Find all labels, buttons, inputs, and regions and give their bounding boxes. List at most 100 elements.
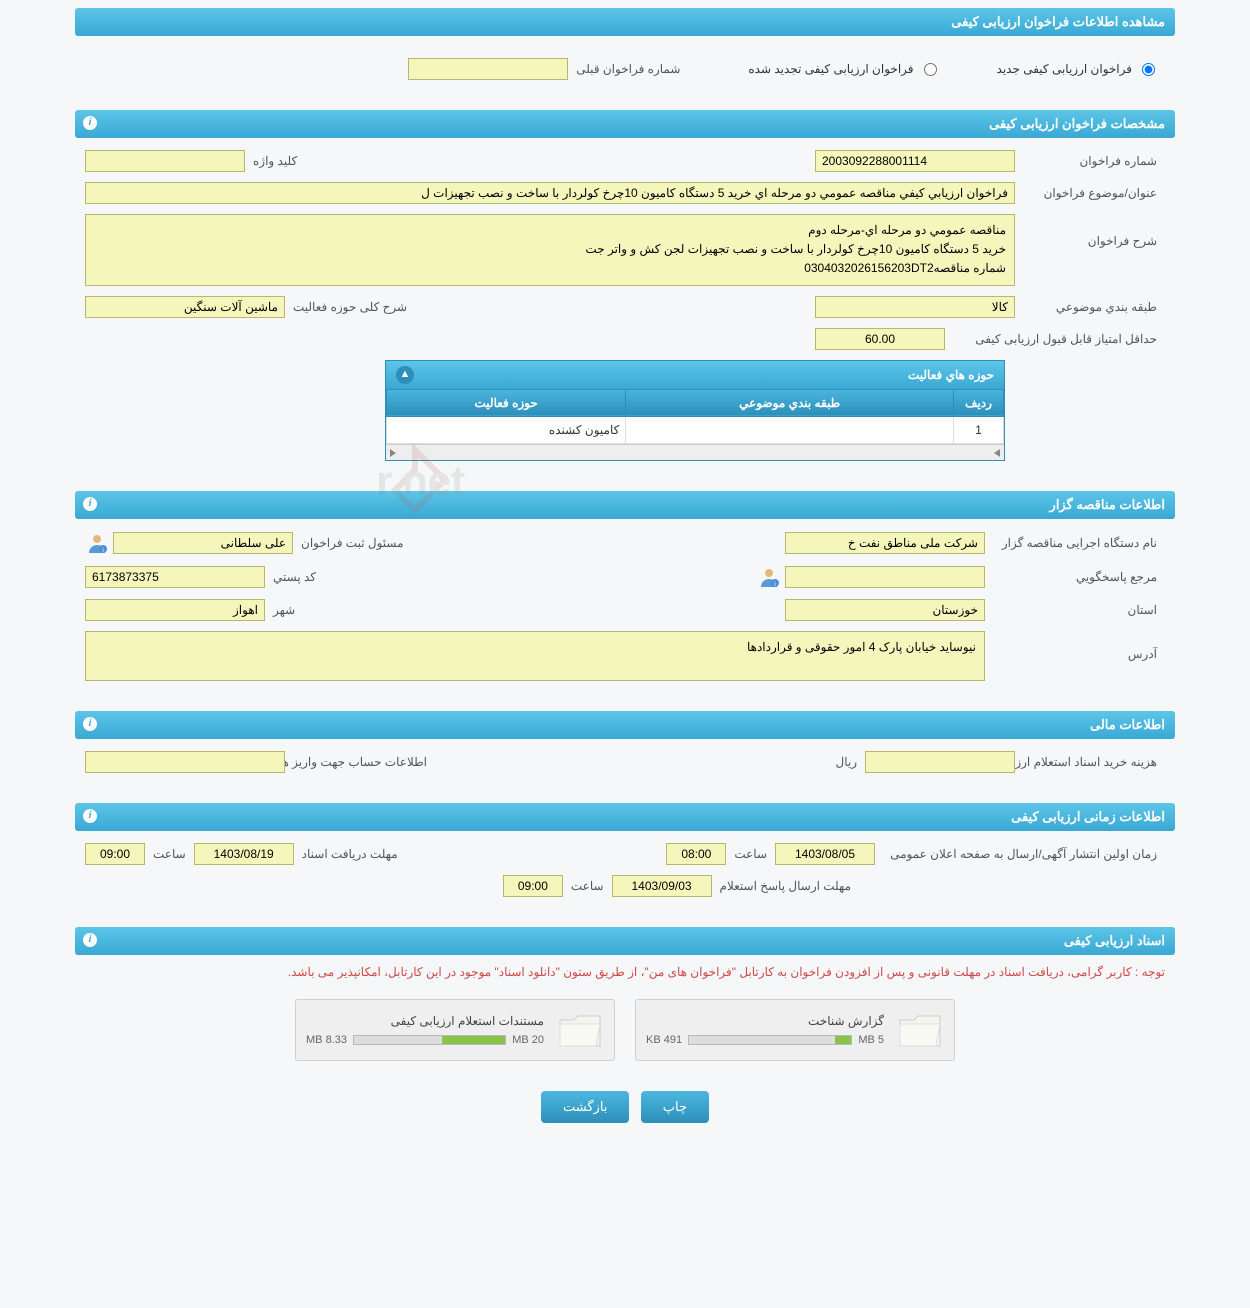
document-card[interactable]: مستندات استعلام ارزیابی کیفی 20 MB 8.33 MB (295, 999, 615, 1061)
activity-scope-field: ماشین آلات سنگین (85, 296, 285, 318)
collapse-icon[interactable]: ▲ (396, 366, 414, 384)
activity-panel-title: حوزه هاي فعاليت (908, 368, 994, 382)
category-label: طبقه بندي موضوعي (1015, 300, 1165, 314)
doc-used: 8.33 MB (306, 1034, 347, 1046)
col-category: طبقه بندي موضوعي (626, 389, 954, 416)
account-field (85, 751, 285, 773)
specs-header: مشخصات فراخوان ارزیابی کیفی i (75, 110, 1175, 138)
min-score-field: 60.00 (815, 328, 945, 350)
info-icon: i (83, 933, 97, 947)
radio-new-call[interactable]: فراخوان ارزیابی کیفی جدید (997, 62, 1155, 76)
activity-panel-header: حوزه هاي فعاليت ▲ (386, 361, 1004, 389)
org-label: نام دستگاه اجرایی مناقصه گزار (985, 536, 1165, 550)
progress-bar (353, 1035, 506, 1045)
previous-number-label: شماره فراخوان قبلی (568, 62, 688, 76)
currency-label: ريال (827, 755, 865, 769)
respond-label: مهلت ارسال پاسخ استعلام (712, 879, 859, 893)
page-title: مشاهده اطلاعات فراخوان ارزیابی کیفی (951, 14, 1165, 29)
radio-renewed-call[interactable]: فراخوان ارزیابی کیفی تجدید شده (748, 62, 936, 76)
receive-time-field: 09:00 (85, 843, 145, 865)
postal-label: کد پستي (265, 570, 324, 584)
category-field: کالا (815, 296, 1015, 318)
province-label: استان (985, 603, 1165, 617)
doc-total: 5 MB (858, 1034, 884, 1046)
call-number-label: شماره فراخوان (1015, 154, 1165, 168)
info-icon: i (83, 116, 97, 130)
button-row: چاپ بازگشت (75, 1071, 1175, 1143)
col-activity: حوزه فعاليت (387, 389, 626, 416)
responder-label: مرجع پاسخگويي (985, 570, 1165, 584)
org-field: شرکت ملی مناطق نفت خ (785, 532, 985, 554)
radio-new-label: فراخوان ارزیابی کیفی جدید (997, 62, 1132, 76)
receive-date-field: 1403/08/19 (194, 843, 294, 865)
call-type-section: فراخوان ارزیابی کیفی جدید فراخوان ارزیاب… (75, 36, 1175, 102)
col-rownum: ردیف (954, 389, 1004, 416)
user-icon: i (85, 531, 109, 555)
activity-table: ردیف طبقه بندي موضوعي حوزه فعاليت 1كاميو… (386, 389, 1004, 444)
timing-header-text: اطلاعات زمانی ارزیابی کیفی (1011, 809, 1165, 824)
account-label: اطلاعات حساب جهت واریز هزینه خرید اسناد (285, 755, 435, 769)
province-field: خوزستان (785, 599, 985, 621)
min-score-label: حداقل امتیاز قابل قبول ارزیابی کیفی (945, 332, 1165, 346)
doc-title: مستندات استعلام ارزیابی کیفی (306, 1014, 544, 1028)
cost-label: هزینه خرید اسناد استعلام ارزیابی کیفی (1015, 755, 1165, 769)
cell-category (626, 416, 954, 443)
svg-text:i: i (102, 548, 103, 554)
table-row: 1كاميون كشنده (387, 416, 1004, 443)
registrar-field: علی سلطانی (113, 532, 293, 554)
financial-body: هزینه خرید اسناد استعلام ارزیابی کیفی ري… (75, 739, 1175, 795)
organizer-body: نام دستگاه اجرایی مناقصه گزار شرکت ملی م… (75, 519, 1175, 703)
activity-panel: حوزه هاي فعاليت ▲ ردیف طبقه بندي موضوعي … (385, 360, 1005, 461)
print-button[interactable]: چاپ (641, 1091, 709, 1123)
doc-used: 491 KB (646, 1034, 682, 1046)
back-button[interactable]: بازگشت (541, 1091, 629, 1123)
specs-header-text: مشخصات فراخوان ارزیابی کیفی (989, 116, 1165, 131)
info-icon: i (83, 497, 97, 511)
hour-label-1: ساعت (726, 847, 775, 861)
call-title-label: عنوان/موضوع فراخوان (1015, 186, 1165, 200)
timing-header: اطلاعات زمانی ارزیابی کیفی i (75, 803, 1175, 831)
doc-total: 20 MB (512, 1034, 544, 1046)
call-desc-field: مناقصه عمومي دو مرحله اي-مرحله دوم خريد … (85, 214, 1015, 286)
user-icon: i (757, 565, 781, 589)
svg-text:i: i (774, 582, 775, 588)
cell-activity: كاميون كشنده (387, 416, 626, 443)
radio-renewed-input[interactable] (924, 63, 937, 76)
financial-header-text: اطلاعات مالی (1090, 717, 1165, 732)
radio-new-input[interactable] (1142, 63, 1155, 76)
registrar-label: مسئول ثبت فراخوان (293, 536, 412, 550)
city-field: اهواز (85, 599, 265, 621)
address-label: آدرس (985, 631, 1165, 661)
page-title-bar: مشاهده اطلاعات فراخوان ارزیابی کیفی (75, 8, 1175, 36)
folder-icon (556, 1010, 604, 1050)
specs-body: شماره فراخوان 2003092288001114 کلید واژه… (75, 138, 1175, 483)
progress-bar (688, 1035, 852, 1045)
hour-label-2: ساعت (145, 847, 194, 861)
documents-notice: توجه : کاربر گرامی، دریافت اسناد در مهلت… (75, 955, 1175, 989)
document-card[interactable]: گزارش شناخت5 MB491 KB (635, 999, 955, 1061)
documents-header-text: اسناد ارزیابی کیفی (1064, 933, 1165, 948)
city-label: شهر (265, 603, 303, 617)
organizer-header: اطلاعات مناقصه گزار i (75, 491, 1175, 519)
documents-row: گزارش شناخت5 MB491 KBمستندات استعلام ارز… (75, 989, 1175, 1071)
keyword-field (85, 150, 245, 172)
call-number-field: 2003092288001114 (815, 150, 1015, 172)
responder-field (785, 566, 985, 588)
documents-header: اسناد ارزیابی کیفی i (75, 927, 1175, 955)
respond-time-field: 09:00 (503, 875, 563, 897)
keyword-label: کلید واژه (245, 154, 305, 168)
publish-date-field: 1403/08/05 (775, 843, 875, 865)
activity-scope-label: شرح کلی حوزه فعالیت (285, 300, 415, 314)
call-title-field: فراخوان ارزيابي كيفي مناقصه عمومي دو مرح… (85, 182, 1015, 204)
table-scrollbar[interactable] (386, 444, 1004, 460)
postal-field: 6173873375 (85, 566, 265, 588)
table-header-row: ردیف طبقه بندي موضوعي حوزه فعاليت (387, 389, 1004, 416)
address-field: نیوساید خیابان پارک 4 امور حقوقی و قرارد… (85, 631, 985, 681)
publish-time-field: 08:00 (666, 843, 726, 865)
timing-body: زمان اولین انتشار آگهی/ارسال به صفحه اعل… (75, 831, 1175, 919)
hour-label-3: ساعت (563, 879, 612, 893)
publish-label: زمان اولین انتشار آگهی/ارسال به صفحه اعل… (875, 847, 1165, 861)
radio-renewed-label: فراخوان ارزیابی کیفی تجدید شده (748, 62, 913, 76)
previous-number-field (408, 58, 568, 80)
organizer-header-text: اطلاعات مناقصه گزار (1050, 497, 1165, 512)
